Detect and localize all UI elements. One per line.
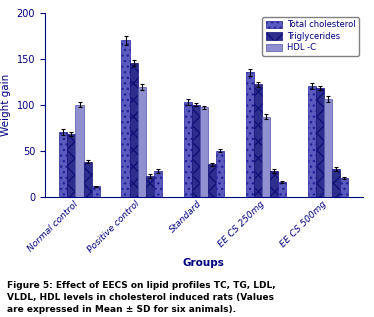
Bar	[76, 105, 83, 197]
Bar	[129, 63, 138, 197]
Bar	[208, 164, 216, 197]
Bar	[308, 86, 316, 197]
Bar	[138, 87, 146, 197]
Bar	[262, 117, 270, 197]
Bar	[216, 151, 224, 197]
Y-axis label: Weight gain: Weight gain	[1, 74, 11, 136]
Bar	[332, 169, 340, 197]
Bar	[270, 171, 278, 197]
Bar	[146, 176, 154, 197]
Bar	[122, 40, 129, 197]
Bar	[246, 73, 254, 197]
Bar	[192, 105, 200, 197]
Bar	[83, 162, 92, 197]
Bar	[184, 102, 192, 197]
Bar	[67, 134, 76, 197]
Bar	[154, 171, 162, 197]
Bar	[200, 107, 208, 197]
Text: Figure 5: Effect of EECS on lipid profiles TC, TG, LDL,
VLDL, HDL levels in chol: Figure 5: Effect of EECS on lipid profil…	[7, 281, 276, 314]
Legend: Total cholesterol, Triglycerides, HDL -C: Total cholesterol, Triglycerides, HDL -C	[263, 17, 359, 55]
Bar	[324, 99, 332, 197]
Bar	[278, 182, 286, 197]
Bar	[316, 88, 324, 197]
Bar	[59, 132, 67, 197]
Bar	[254, 84, 262, 197]
X-axis label: Groups: Groups	[183, 257, 225, 268]
Bar	[340, 178, 348, 197]
Bar	[92, 186, 100, 197]
